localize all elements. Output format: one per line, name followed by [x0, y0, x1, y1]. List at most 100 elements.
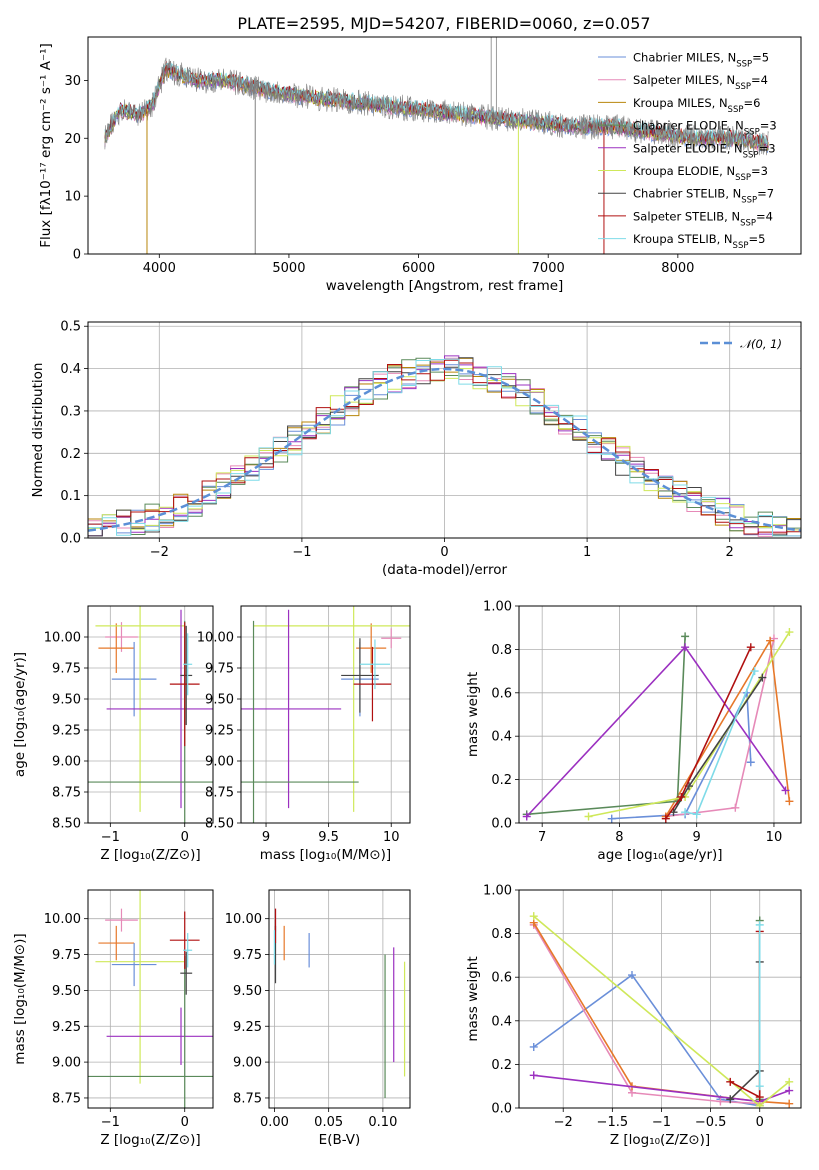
- plot-area-mass-vs-Z: [88, 890, 213, 1108]
- mass-weight-marker: [716, 1097, 725, 1106]
- y-tick-label: 0.5: [60, 320, 81, 335]
- legend-suffix: =5: [748, 232, 765, 246]
- plot-area-weight-vs-age: [522, 628, 794, 823]
- x-tick-label: −1: [292, 545, 311, 560]
- plot-area-residuals: [88, 355, 801, 537]
- panel-mass-vs-ebv: 0.00 0.05 0.10 8.75 9.00 9.25 9.50 9.75 10.00 E(B…: [225, 889, 411, 1148]
- mass-weight-marker: [755, 920, 764, 929]
- mass-weight-line: [729, 931, 761, 1099]
- y-tick-label: 0.3: [60, 404, 81, 419]
- legend-suffix: =3: [759, 141, 776, 155]
- y-tick-label: 0.8: [491, 927, 512, 942]
- mass-weight-marker: [785, 1099, 794, 1108]
- y-tick-label: 9.00: [52, 1056, 81, 1071]
- legend-suffix: =3: [751, 164, 768, 178]
- error-bar-point: [356, 623, 387, 673]
- x-tick-label: 0: [181, 830, 189, 845]
- legend-entry: Kroupa STELIB, NSSP=5: [633, 232, 765, 251]
- y-axis-label: mass weight: [465, 672, 481, 757]
- legend-subscript: SSP: [728, 105, 744, 115]
- error-bar-point: [353, 646, 392, 722]
- plot-area-age-vs-mass: [241, 606, 410, 823]
- y-tick-label: 10.00: [44, 631, 81, 646]
- y-axis-label: mass [log₁₀(M/M⊙)]: [12, 933, 28, 1064]
- panel-weight-vs-age: 7 8 9 10 0.0 0.2 0.4 0.6 0.8 1.00 age [log₁₀(age/y…: [465, 600, 802, 863]
- y-tick-label: 9.75: [52, 948, 81, 963]
- plot-area-age-vs-Z: [88, 606, 213, 823]
- y-tick-label: 9.25: [52, 1020, 81, 1035]
- mass-weight-marker: [758, 673, 767, 682]
- mass-weight-marker: [785, 1086, 794, 1095]
- x-tick-label: 9: [693, 830, 701, 845]
- panel-spectrum: 4000 5000 6000 7000 8000 0 10 20 30 wavelength [A…: [38, 36, 802, 294]
- panel-weight-vs-Z: −2 −1.5 −1 −0.5 0 0.0 0.2 0.4 0.6 0.8 1.00 Z [log₁₀…: [465, 884, 802, 1148]
- mass-weight-marker: [584, 812, 593, 821]
- y-tick-label: 0.4: [491, 1014, 512, 1029]
- y-tick-label: 20: [64, 132, 81, 147]
- error-bar-point: [95, 606, 185, 812]
- mass-weight-marker: [781, 786, 790, 795]
- error-bar-point: [105, 622, 138, 652]
- y-tick-label: 30: [64, 74, 81, 89]
- x-tick-label: 8000: [661, 261, 694, 276]
- mass-weight-marker: [692, 810, 701, 819]
- error-bar-point: [98, 925, 135, 961]
- observed-spectrum-line: [104, 57, 769, 156]
- axes-frame: [518, 605, 802, 824]
- x-tick-label: −2: [150, 545, 169, 560]
- legend-entry: Kroupa ELODIE, NSSP=3: [633, 164, 768, 183]
- legend-suffix: =5: [752, 51, 769, 65]
- y-tick-label: 0.0: [60, 532, 81, 547]
- mass-weight-marker: [750, 667, 759, 676]
- mass-weight-marker: [677, 792, 686, 801]
- x-tick-label: 0.05: [314, 1115, 343, 1130]
- mass-weight-marker: [766, 636, 775, 645]
- y-tick-label: 9.75: [233, 948, 262, 963]
- y-tick-label: 0.6: [491, 686, 512, 701]
- panel-mass-vs-Z: −1 0 8.75 9.00 9.25 9.50 9.75 10.00 Z [log₁₀(Z/Z…: [12, 889, 214, 1148]
- axes-frame: [87, 605, 214, 824]
- legend-entry: Chabrier MILES, NSSP=5: [633, 51, 769, 70]
- y-tick-label: 8.50: [52, 817, 81, 832]
- mass-weight-marker: [529, 912, 538, 921]
- legend-subscript: SSP: [741, 196, 757, 206]
- mass-weight-marker: [529, 1042, 538, 1051]
- y-tick-label: 9.00: [205, 755, 234, 770]
- normal-reference-curve: [88, 367, 801, 532]
- mass-weight-line: [533, 973, 760, 1107]
- plot-area-weight-vs-Z: [529, 912, 794, 1108]
- y-tick-label: 0.8: [491, 643, 512, 658]
- y-tick-label: 9.00: [52, 755, 81, 770]
- mass-weight-marker: [755, 1082, 764, 1091]
- x-axis-label: age [log₁₀(age/yr)]: [597, 847, 722, 863]
- x-axis-label: mass [log₁₀(M/M⊙)]: [260, 847, 391, 863]
- mass-weight-line: [611, 689, 752, 820]
- mass-weight-marker: [785, 797, 794, 806]
- x-tick-label: 0: [756, 1115, 764, 1130]
- x-tick-label: 8: [615, 830, 623, 845]
- error-bar-point: [359, 639, 390, 690]
- panel-residuals: −2 −1 0 1 2 0.0 0.1 0.2 0.3 0.4 0.5 (data-model)/er…: [30, 320, 802, 578]
- x-tick-label: −0.5: [695, 1115, 727, 1130]
- error-bar-point: [253, 606, 410, 812]
- mass-weight-line: [533, 924, 760, 1105]
- error-bar-point: [341, 638, 379, 713]
- error-bar-point: [106, 609, 213, 809]
- y-tick-label: 10.00: [44, 912, 81, 927]
- y-tick-label: 8.75: [52, 786, 81, 801]
- legend-subscript: SSP: [744, 128, 760, 138]
- y-tick-label: 0: [73, 248, 81, 263]
- x-tick-label: 2: [726, 545, 734, 560]
- y-axis-label: Flux [fλ10⁻¹⁷ erg cm⁻² s⁻¹ A⁻¹]: [38, 43, 54, 248]
- axes-frame: [518, 889, 802, 1109]
- mass-weight-marker: [681, 643, 690, 652]
- mass-weight-marker: [522, 812, 531, 821]
- y-tick-label: 9.25: [52, 724, 81, 739]
- panel-age-vs-Z: −1 0 8.50 8.75 9.00 9.25 9.50 9.75 10.00 Z [log₁₀…: [12, 605, 214, 863]
- x-tick-label: −1.5: [597, 1115, 629, 1130]
- y-tick-label: 0.2: [60, 447, 81, 462]
- y-tick-label: 1.00: [483, 600, 512, 615]
- legend-subscript: SSP: [736, 60, 752, 70]
